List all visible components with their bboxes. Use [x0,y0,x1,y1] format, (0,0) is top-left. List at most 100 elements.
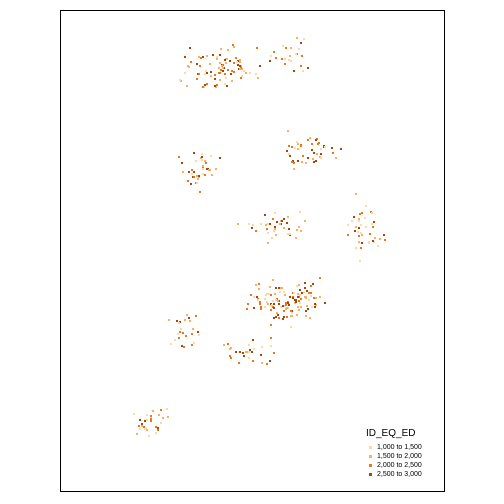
map-point [250,294,252,296]
map-point [182,332,184,334]
map-point [291,146,293,148]
map-point [313,161,315,163]
map-point [138,425,140,427]
map-point [224,73,226,75]
map-point [361,242,363,244]
map-point [206,55,208,57]
map-point [331,147,333,149]
map-point [184,72,186,74]
map-point [372,226,374,228]
map-point [272,218,274,220]
map-point [347,224,349,226]
map-point [186,85,188,87]
map-point [298,300,300,302]
map-point [274,228,276,230]
map-point [309,137,311,139]
map-point [308,292,310,294]
map-point [361,234,363,236]
map-point [307,139,309,141]
map-point [191,169,193,171]
map-point [166,408,168,410]
map-point [174,339,176,341]
map-point [273,303,275,305]
map-point [297,143,299,145]
legend-label: 2,000 to 2,500 [377,462,422,469]
map-point [233,62,235,64]
map-point [261,362,263,364]
map-point [310,292,312,294]
map-point [196,182,198,184]
map-point [204,160,206,162]
map-point [222,67,224,69]
map-point [270,345,272,347]
map-point [294,147,296,149]
map-frame: ID_EQ_ED 1,000 to 1,500 1,500 to 2,000 2… [60,10,445,492]
map-point [216,58,218,60]
map-point [377,245,379,247]
map-point [185,335,187,337]
map-point [146,414,148,416]
map-point [211,174,213,176]
map-point [188,171,190,173]
map-point [283,310,285,312]
map-point [191,333,193,335]
map-point [210,71,212,73]
map-point [298,226,300,228]
map-point [304,282,306,284]
map-point [220,48,222,50]
map-point [332,152,334,154]
map-point [295,237,297,239]
map-point [269,60,271,62]
map-point [310,295,312,297]
map-point [265,224,267,226]
map-point [315,139,317,141]
map-point [158,414,160,416]
map-point [230,73,232,75]
map-point [157,427,159,429]
map-point [155,426,157,428]
map-point [201,156,203,158]
map-point [317,143,319,145]
map-point [299,289,301,291]
map-point [309,317,311,319]
map-point [251,227,253,229]
map-point [249,349,251,351]
map-point [355,226,357,228]
map-point [355,193,357,195]
map-point [291,161,293,163]
map-point [274,226,276,228]
map-point [256,47,258,49]
map-point [295,301,297,303]
map-point [253,296,255,298]
map-point [301,55,303,57]
map-point [202,168,204,170]
map-point [245,351,247,353]
map-point [235,57,237,59]
map-point [289,233,291,235]
map-point [197,178,199,180]
map-point [324,302,326,304]
map-point [296,37,298,39]
map-point [215,168,217,170]
map-point [374,237,376,239]
map-point [201,153,203,155]
map-point [219,62,221,64]
map-point [257,299,259,301]
legend-swatch-2 [369,455,372,458]
map-point [297,160,299,162]
map-point [152,410,154,412]
map-point [355,247,357,249]
map-point [289,296,291,298]
map-point [188,317,190,319]
map-point [324,146,326,148]
map-point [179,331,181,333]
map-point [283,227,285,229]
map-point [282,318,284,320]
map-point [305,310,307,312]
legend-swatch-4 [369,473,372,476]
map-point [259,303,261,305]
map-point [201,159,203,161]
map-point [168,319,170,321]
map-point [253,307,255,309]
map-point [273,307,275,309]
